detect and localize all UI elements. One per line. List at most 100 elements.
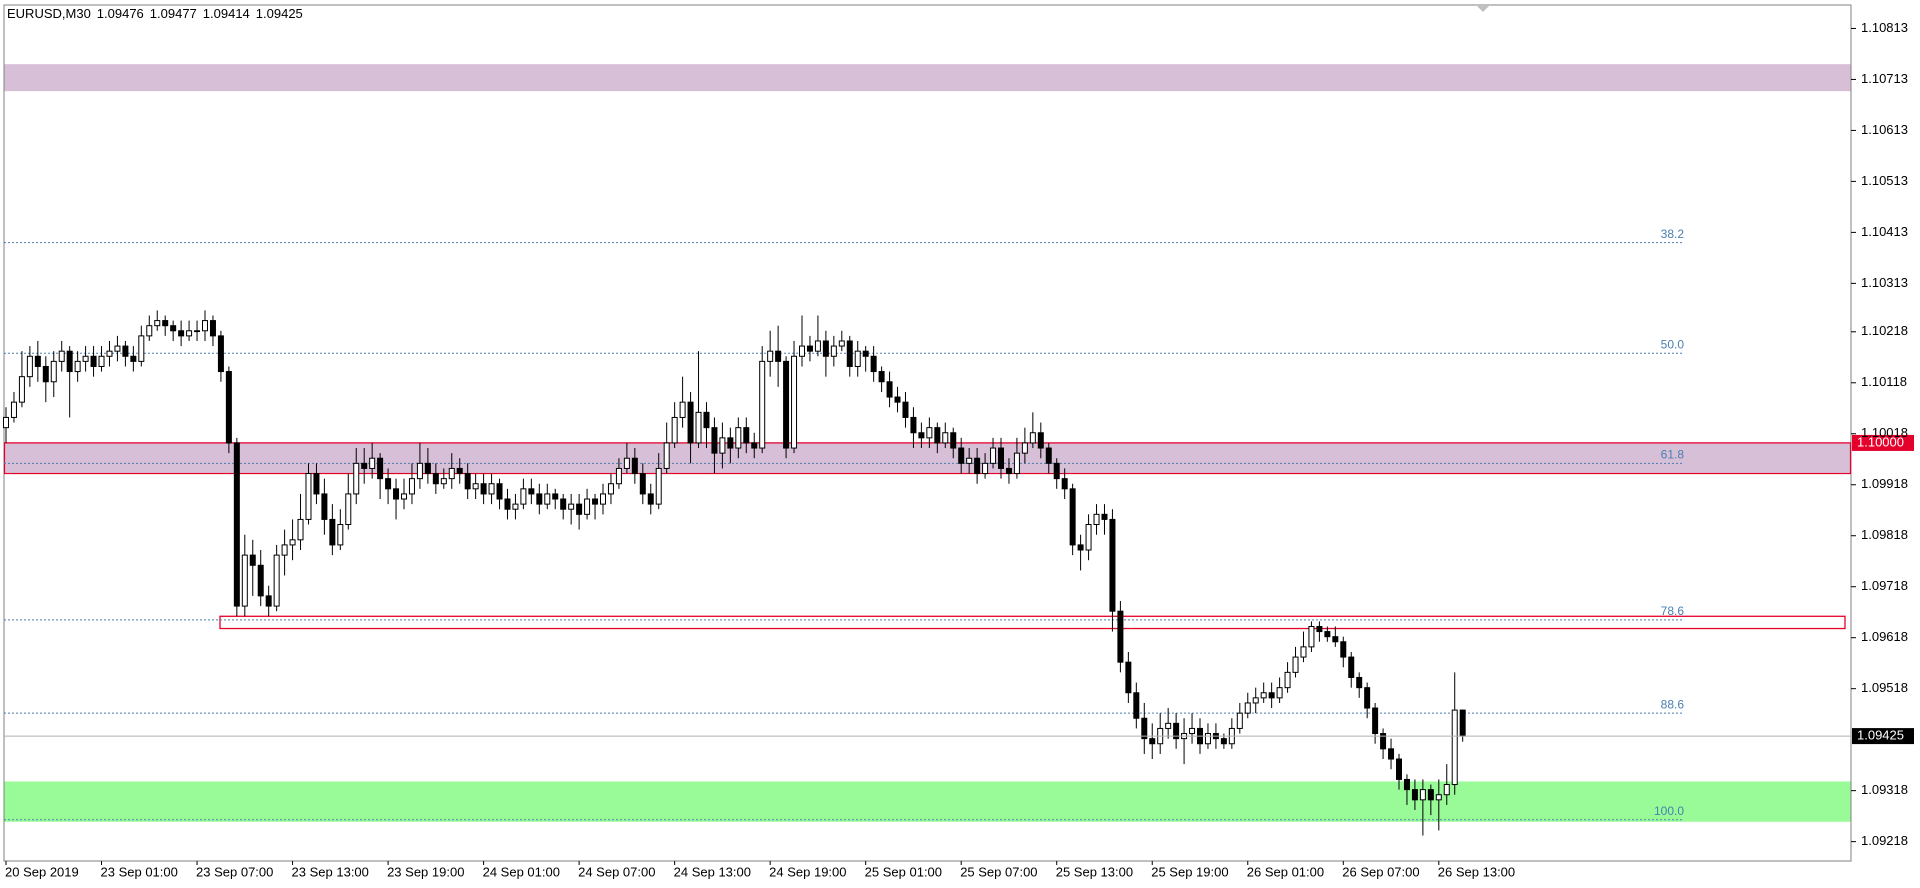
candle-body bbox=[1149, 738, 1156, 745]
fib-label: 38.2 bbox=[1661, 227, 1685, 241]
y-tick-label: 1.09918 bbox=[1861, 476, 1908, 491]
candle-body bbox=[122, 345, 129, 357]
candle-body bbox=[647, 493, 654, 505]
candle-body bbox=[162, 320, 169, 327]
candle-body bbox=[10, 401, 17, 418]
candle-body bbox=[1013, 452, 1020, 475]
x-tick-label: 25 Sep 07:00 bbox=[960, 864, 1037, 879]
candle-body bbox=[751, 442, 758, 449]
candle-body bbox=[1380, 733, 1387, 750]
candle-body bbox=[663, 442, 670, 469]
candle-body bbox=[170, 325, 177, 332]
x-tick-label: 25 Sep 19:00 bbox=[1151, 864, 1228, 879]
candle-body bbox=[321, 493, 328, 520]
fib-label: 78.6 bbox=[1661, 604, 1685, 618]
candle-body bbox=[894, 396, 901, 403]
candle-body bbox=[138, 335, 145, 362]
candle-body bbox=[1372, 707, 1379, 735]
candle-body bbox=[743, 427, 750, 444]
candle-body bbox=[130, 355, 137, 362]
candle-body bbox=[1053, 462, 1060, 480]
candle-body bbox=[631, 457, 638, 475]
candle-body bbox=[934, 427, 941, 444]
price-label-bg bbox=[1852, 434, 1914, 451]
candle-body bbox=[289, 539, 296, 546]
candle-body bbox=[1005, 467, 1012, 475]
candle-body bbox=[408, 478, 415, 495]
candle-body bbox=[496, 483, 503, 500]
high-value: 1.09477 bbox=[149, 6, 197, 21]
y-tick-label: 1.09218 bbox=[1861, 833, 1908, 848]
candle-body bbox=[695, 411, 702, 444]
y-tick-label: 1.10513 bbox=[1861, 173, 1908, 188]
candle-body bbox=[1141, 717, 1148, 740]
candle-body bbox=[1189, 727, 1196, 735]
candle-body bbox=[202, 320, 208, 332]
candle-body bbox=[1348, 656, 1355, 678]
candle-body bbox=[353, 462, 360, 495]
candle-body bbox=[1411, 789, 1418, 801]
candle-body bbox=[1085, 524, 1092, 551]
candle-body bbox=[106, 350, 113, 357]
candle-body bbox=[854, 350, 861, 367]
candle-body bbox=[671, 416, 678, 444]
candle-body bbox=[759, 360, 766, 449]
candle-body bbox=[942, 432, 949, 444]
candle-body bbox=[870, 355, 877, 373]
candle-body bbox=[767, 350, 774, 362]
x-tick-label: 26 Sep 13:00 bbox=[1438, 864, 1515, 879]
fib-label: 100.0 bbox=[1654, 804, 1684, 818]
candle-body bbox=[50, 360, 57, 383]
candle-body bbox=[1388, 748, 1395, 760]
chart-shift-marker bbox=[1476, 5, 1490, 12]
y-tick-label: 1.10713 bbox=[1861, 71, 1908, 86]
x-tick-label: 26 Sep 07:00 bbox=[1342, 864, 1419, 879]
candle-body bbox=[1427, 789, 1434, 801]
y-tick-label: 1.09518 bbox=[1861, 680, 1908, 695]
candle-body bbox=[18, 376, 25, 403]
candle-body bbox=[814, 340, 821, 352]
candle-body bbox=[464, 473, 471, 490]
candle-body bbox=[1077, 544, 1084, 551]
candle-body bbox=[1021, 442, 1028, 454]
candle-body bbox=[1324, 631, 1331, 638]
chart-header: EURUSD,M30 1.09476 1.09477 1.09414 1.09425 bbox=[7, 6, 309, 21]
candle-body bbox=[3, 416, 9, 429]
plot-frame bbox=[3, 4, 1852, 862]
candle-body bbox=[568, 503, 575, 510]
candle-body bbox=[1364, 687, 1371, 709]
candle-body bbox=[345, 493, 352, 526]
candle-body bbox=[66, 350, 73, 373]
candle-body bbox=[966, 457, 973, 464]
candle-body bbox=[1316, 625, 1323, 633]
candle-body bbox=[297, 518, 304, 541]
candle-body bbox=[1093, 513, 1100, 526]
candle-body bbox=[998, 447, 1004, 469]
candle-body bbox=[1252, 697, 1259, 704]
price-label: 1.10000 bbox=[1857, 434, 1904, 449]
candle-body bbox=[146, 325, 153, 337]
y-tick-label: 1.09318 bbox=[1861, 782, 1908, 797]
y-tick-label: 1.10813 bbox=[1861, 20, 1908, 35]
candle-body bbox=[791, 355, 798, 449]
candle-body bbox=[385, 478, 392, 490]
candle-body bbox=[735, 427, 742, 449]
candle-body bbox=[1133, 692, 1140, 719]
candle-body bbox=[560, 498, 567, 510]
price-zone bbox=[3, 442, 1852, 475]
candle-body bbox=[1356, 676, 1363, 689]
candle-body bbox=[846, 340, 853, 367]
candle-body bbox=[74, 360, 81, 373]
candle-body bbox=[488, 483, 495, 495]
y-tick-label: 1.10118 bbox=[1861, 374, 1907, 389]
candle-body bbox=[584, 498, 591, 515]
candle-body bbox=[806, 345, 813, 352]
fib-label: 50.0 bbox=[1661, 337, 1685, 351]
candle-body bbox=[1220, 738, 1227, 745]
candle-body bbox=[448, 467, 455, 480]
candle-body bbox=[440, 478, 447, 485]
candle-body bbox=[918, 432, 925, 439]
candle-body bbox=[592, 498, 599, 505]
